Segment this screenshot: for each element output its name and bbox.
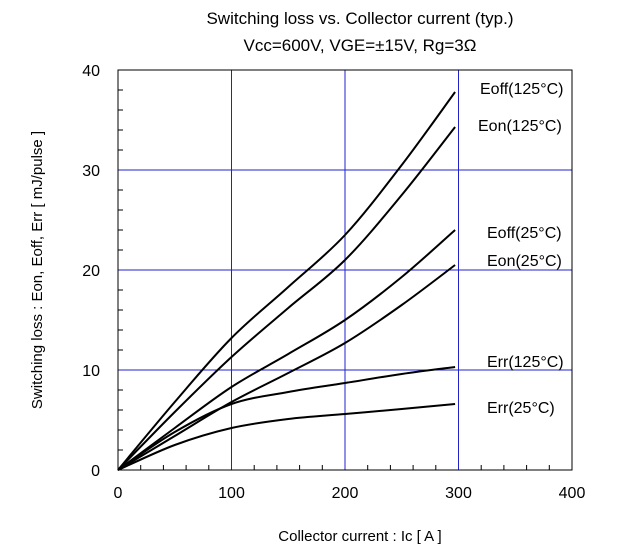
curve-labels: Eoff(125°C) Eon(125°C) Eoff(25°C) Eon(25°C)… (478, 81, 564, 417)
plot-frame (117, 69, 573, 471)
y-tick-label: 20 (82, 263, 100, 280)
curve-label: Err(25°C) (487, 400, 555, 417)
x-axis-label: Collector current : Ic [ A ] (278, 528, 441, 545)
y-tick-label: 40 (82, 63, 100, 80)
series-line-eon-125-c (117, 126, 456, 471)
x-tick-label: 200 (332, 485, 359, 502)
y-tick-label: 30 (82, 163, 100, 180)
series-line-eoff-25-c (117, 229, 456, 471)
curve-label: Eoff(125°C) (480, 81, 563, 98)
y-tick-label: 0 (91, 463, 100, 480)
tick-labels: 0 100 200 300 400 0 10 20 30 40 (82, 63, 585, 502)
x-tick-label: 0 (114, 485, 123, 502)
chart-title: Switching loss vs. Collector current (ty… (206, 9, 513, 28)
curve-label: Eon(25°C) (487, 253, 562, 270)
x-tick-label: 300 (445, 485, 472, 502)
y-axis-label: Switching loss : Eon, Eoff, Err [ mJ/pul… (29, 131, 46, 409)
series-line-eon-25-c (117, 264, 456, 471)
chart-subtitle: Vcc=600V, VGE=±15V, Rg=3Ω (244, 36, 477, 55)
series-lines (117, 91, 456, 471)
series-line-err-125-c (117, 366, 456, 471)
y-tick-label: 10 (82, 363, 100, 380)
series-line-err-25-c (117, 403, 456, 471)
curve-label: Err(125°C) (487, 354, 564, 371)
minor-ticks (118, 89, 550, 470)
curve-label: Eoff(25°C) (487, 225, 562, 242)
series-line-eoff-125-c (117, 91, 456, 471)
x-tick-label: 100 (218, 485, 245, 502)
x-tick-label: 400 (559, 485, 586, 502)
curve-label: Eon(125°C) (478, 118, 562, 135)
